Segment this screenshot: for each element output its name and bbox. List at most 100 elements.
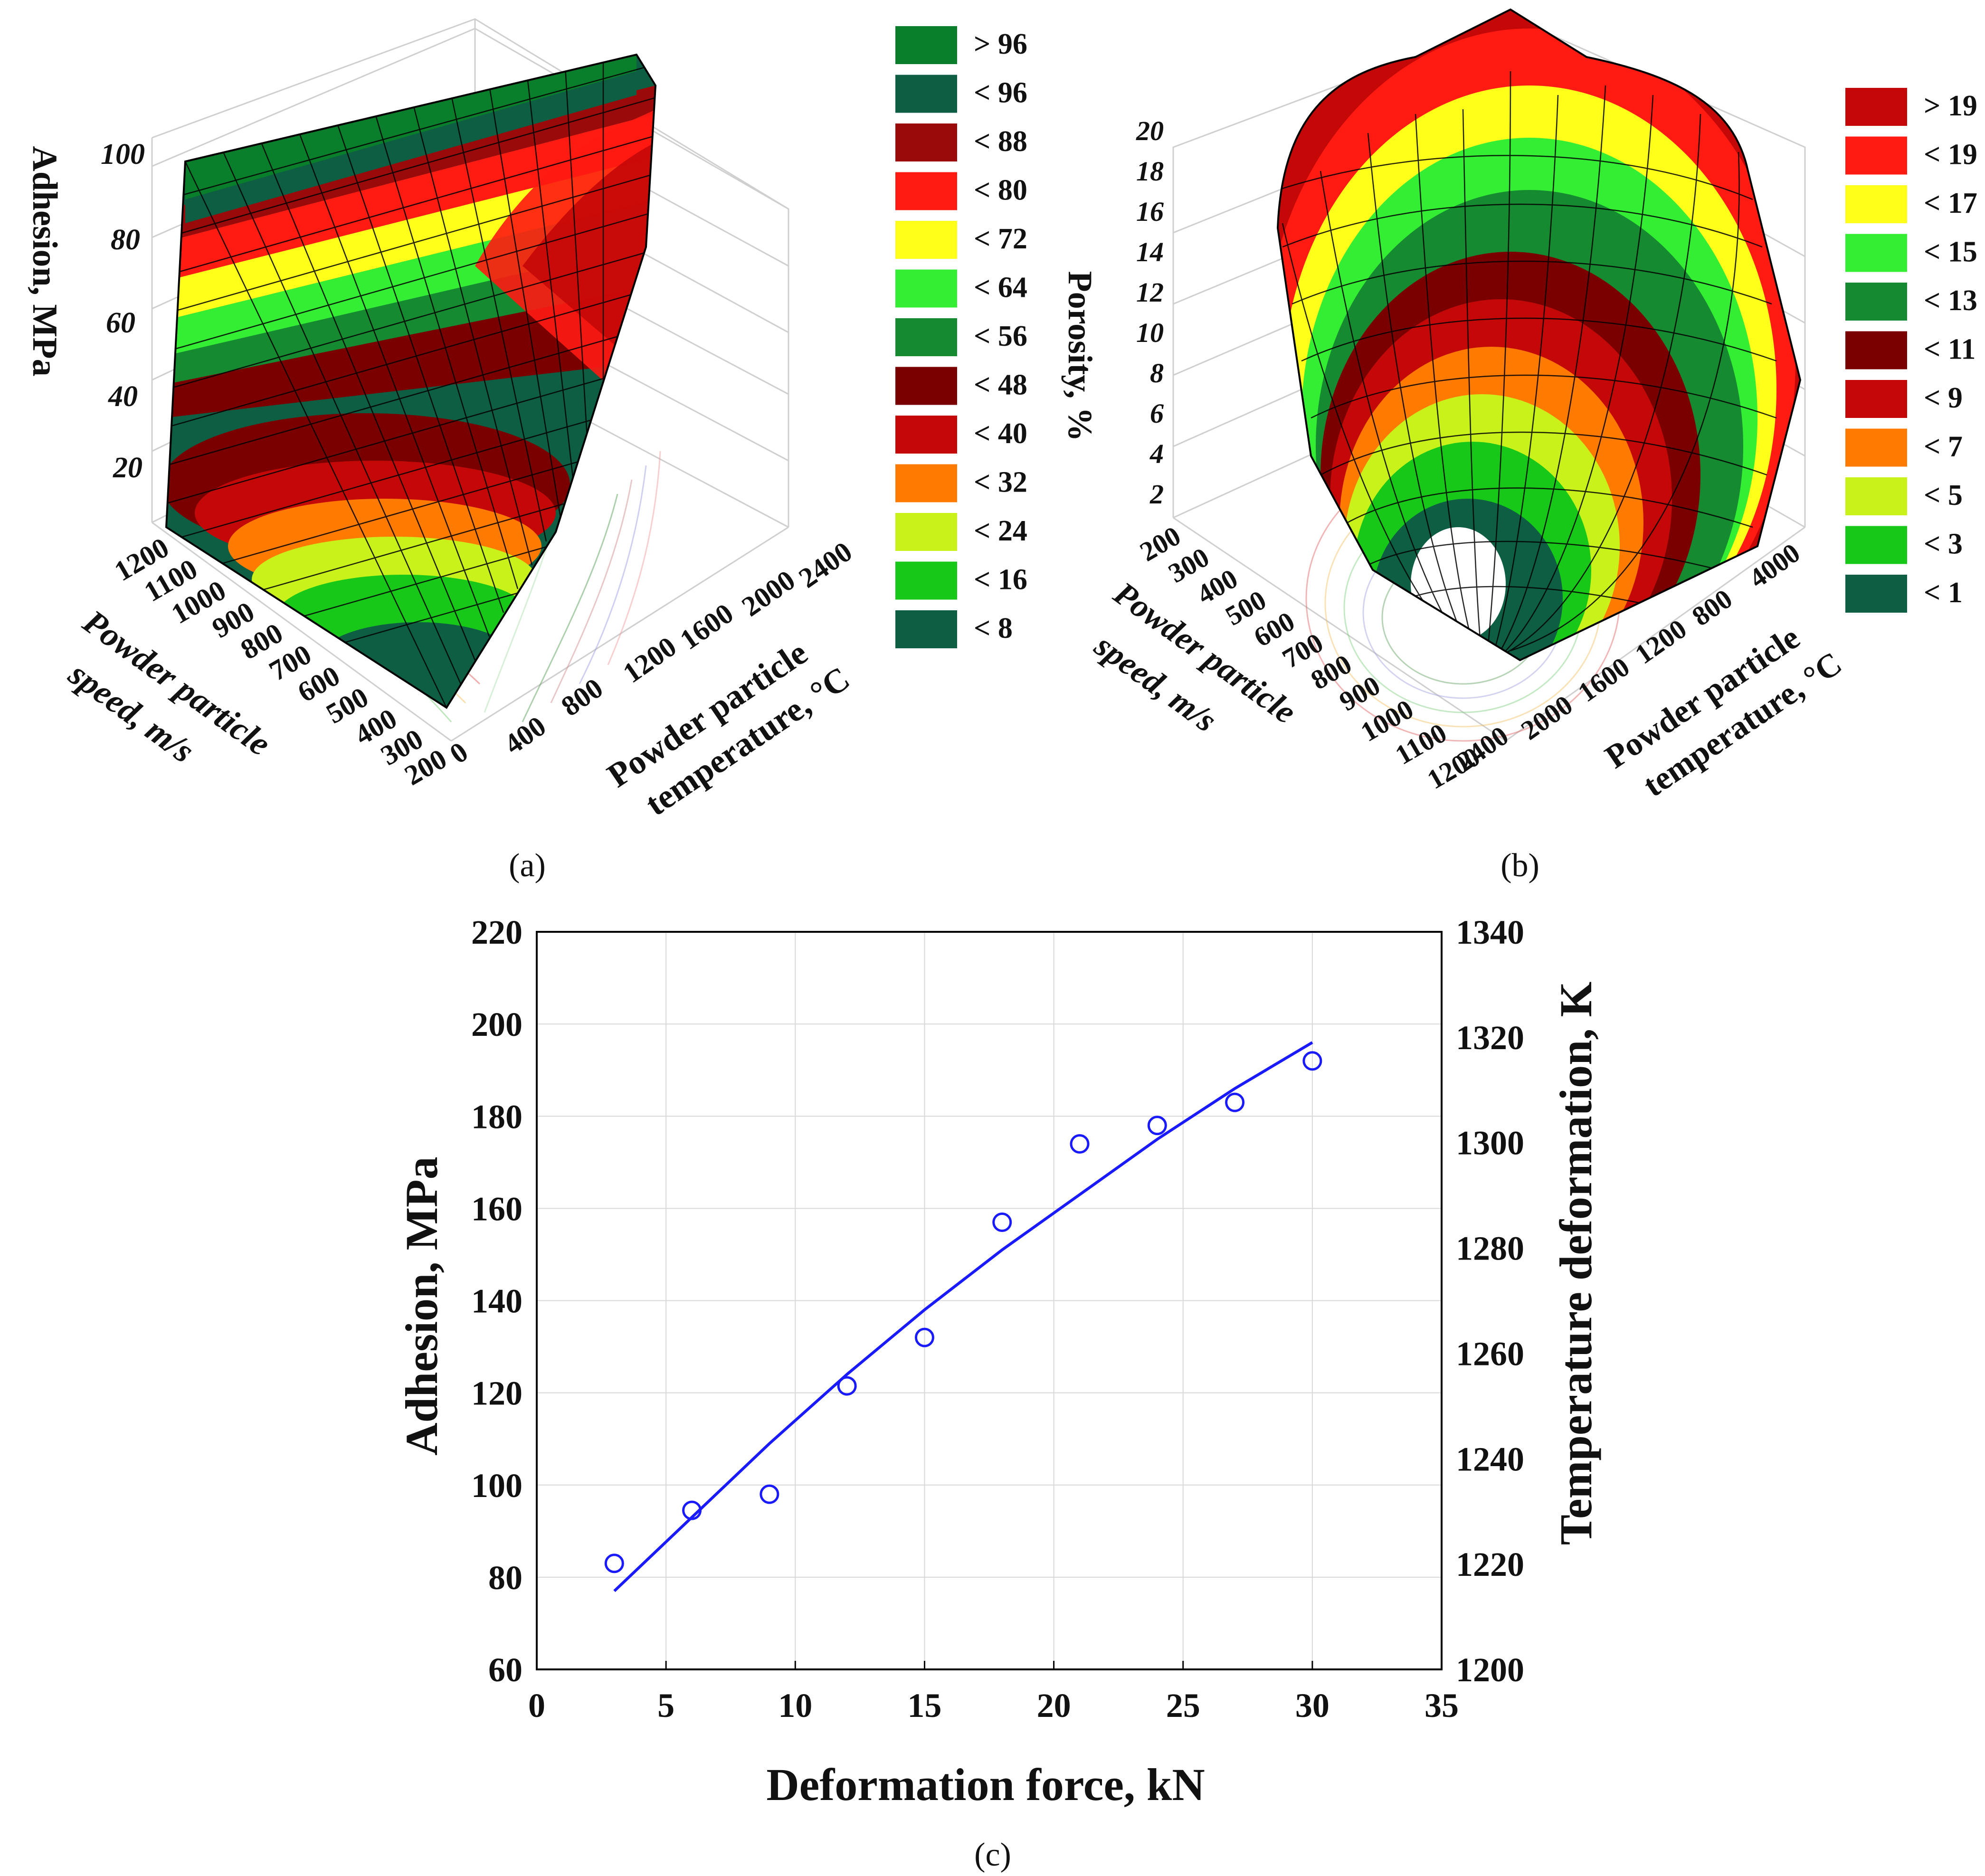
legend-label: < 48 bbox=[974, 369, 1027, 401]
data-point bbox=[914, 1327, 934, 1347]
data-point bbox=[1147, 1116, 1167, 1136]
legend-swatch bbox=[1845, 136, 1907, 175]
legend-swatch bbox=[895, 561, 957, 600]
tick-label: 18 bbox=[1136, 156, 1164, 187]
tick-label: 8 bbox=[1150, 358, 1164, 388]
legend-swatch bbox=[1845, 428, 1907, 467]
tick-label: 5 bbox=[657, 1687, 674, 1724]
tick-label: 2 bbox=[1149, 479, 1164, 510]
legend-swatch bbox=[1845, 526, 1907, 564]
legend-label: < 88 bbox=[974, 125, 1027, 158]
panel-c-x-axis-label: Deformation force, kN bbox=[766, 1759, 1205, 1810]
legend-swatch bbox=[895, 26, 957, 64]
tick-label: 1280 bbox=[1456, 1230, 1524, 1268]
tick-label: 16 bbox=[1136, 196, 1164, 227]
panel-c-x-ticks: 0 5 10 15 20 25 30 35 bbox=[528, 1661, 1459, 1724]
data-point bbox=[760, 1484, 779, 1504]
tick-label: 200 bbox=[471, 1005, 522, 1043]
tick-label: 15 bbox=[907, 1687, 941, 1724]
tick-label: 1260 bbox=[1456, 1335, 1524, 1373]
data-point bbox=[682, 1500, 702, 1520]
tick-label: 1600 bbox=[1572, 651, 1635, 708]
legend-label: < 19 bbox=[1924, 139, 1977, 171]
legend-swatch bbox=[895, 269, 957, 308]
tick-label: 140 bbox=[471, 1282, 522, 1320]
legend-swatch bbox=[895, 464, 957, 502]
data-point bbox=[1302, 1051, 1322, 1071]
panel-c-y-ticks: 60 80 100 120 140 160 180 200 220 bbox=[471, 913, 522, 1689]
legend-label: < 32 bbox=[974, 466, 1027, 499]
data-point bbox=[604, 1554, 624, 1573]
tick-label: 800 bbox=[1686, 583, 1738, 632]
tick-label: 25 bbox=[1166, 1687, 1200, 1724]
legend-label: < 13 bbox=[1924, 284, 1977, 317]
legend-label: < 11 bbox=[1924, 333, 1976, 366]
legend-label: > 96 bbox=[974, 28, 1027, 60]
tick-label: 160 bbox=[471, 1190, 522, 1228]
tick-label: 120 bbox=[471, 1374, 522, 1412]
legend-swatch bbox=[1845, 380, 1907, 418]
tick-label: 1340 bbox=[1456, 913, 1524, 951]
tick-label: 6 bbox=[1150, 398, 1164, 429]
legend-swatch bbox=[1845, 331, 1907, 370]
panel-c-label: (c) bbox=[974, 1837, 1011, 1873]
legend-swatch bbox=[895, 221, 957, 259]
legend-swatch bbox=[1845, 234, 1907, 272]
panel-b-surface-bands bbox=[1278, 9, 1800, 660]
legend-label: < 7 bbox=[1924, 431, 1963, 463]
legend-label: < 15 bbox=[1924, 236, 1977, 268]
legend-label: < 96 bbox=[974, 77, 1027, 109]
tick-label: 220 bbox=[471, 913, 522, 951]
panel-b-surface-porosity: 2 4 6 8 10 12 14 16 18 20 Porosity, % 20… bbox=[1061, 8, 1977, 884]
tick-label: 100 bbox=[101, 138, 145, 171]
tick-label: 100 bbox=[471, 1467, 522, 1505]
legend-swatch bbox=[895, 172, 957, 210]
data-point bbox=[1225, 1092, 1245, 1112]
legend-swatch bbox=[895, 367, 957, 405]
tick-label: 1240 bbox=[1456, 1440, 1524, 1478]
tick-label: 20 bbox=[113, 452, 142, 484]
panel-a-z-ticks: 20 40 60 80 100 bbox=[101, 138, 145, 484]
panel-c-y2-ticks: 1200 1220 1240 1260 1280 1300 1320 1340 bbox=[1456, 913, 1524, 1689]
data-point bbox=[1070, 1134, 1090, 1154]
tick-label: 35 bbox=[1425, 1687, 1459, 1724]
panel-a-surface-adhesion: 20 40 60 80 100 Adhesion, MPa 1200 1100 … bbox=[25, 18, 1027, 884]
legend-label: < 16 bbox=[974, 564, 1027, 596]
legend-swatch bbox=[895, 318, 957, 356]
legend-label: < 24 bbox=[974, 515, 1027, 547]
tick-label: 60 bbox=[106, 307, 135, 339]
tick-label: 30 bbox=[1295, 1687, 1330, 1724]
tick-label: 12 bbox=[1136, 277, 1164, 308]
panel-c-y-axis-label: Adhesion, MPa bbox=[396, 1156, 447, 1455]
tick-label: 180 bbox=[471, 1098, 522, 1136]
fit-line bbox=[613, 1041, 1313, 1592]
legend-label: < 1 bbox=[1924, 577, 1963, 609]
panel-c-gridlines bbox=[536, 931, 1442, 1670]
tick-label: 4 bbox=[1149, 438, 1164, 469]
legend-swatch bbox=[1845, 575, 1907, 613]
tick-label: 1200 bbox=[1456, 1651, 1524, 1689]
data-point bbox=[837, 1376, 857, 1396]
legend-label: < 64 bbox=[974, 272, 1027, 304]
tick-label: 10 bbox=[1136, 317, 1164, 348]
legend-swatch bbox=[895, 610, 957, 648]
legend-swatch bbox=[895, 513, 957, 551]
legend-label: < 80 bbox=[974, 174, 1027, 207]
legend-label: < 72 bbox=[974, 223, 1027, 255]
tick-label: 1220 bbox=[1456, 1545, 1524, 1583]
panel-b-label: (b) bbox=[1501, 847, 1539, 884]
tick-label: 2000 bbox=[736, 564, 801, 623]
legend-swatch bbox=[895, 123, 957, 161]
tick-label: 40 bbox=[108, 380, 138, 413]
panel-a-surface-bands bbox=[166, 55, 655, 708]
legend-swatch bbox=[1845, 283, 1907, 321]
tick-label: 1300 bbox=[1456, 1124, 1524, 1162]
legend-label: > 19 bbox=[1924, 90, 1977, 122]
legend-swatch bbox=[895, 75, 957, 113]
tick-label: 80 bbox=[488, 1559, 522, 1597]
tick-label: 1200 bbox=[617, 631, 682, 689]
tick-label: 1320 bbox=[1456, 1019, 1524, 1057]
legend-label: < 56 bbox=[974, 320, 1027, 352]
panel-a-legend: > 96 < 96 < 88 < 80 < 72 < 64 < 56 < 48 < 40 < 32… bbox=[895, 26, 1027, 648]
